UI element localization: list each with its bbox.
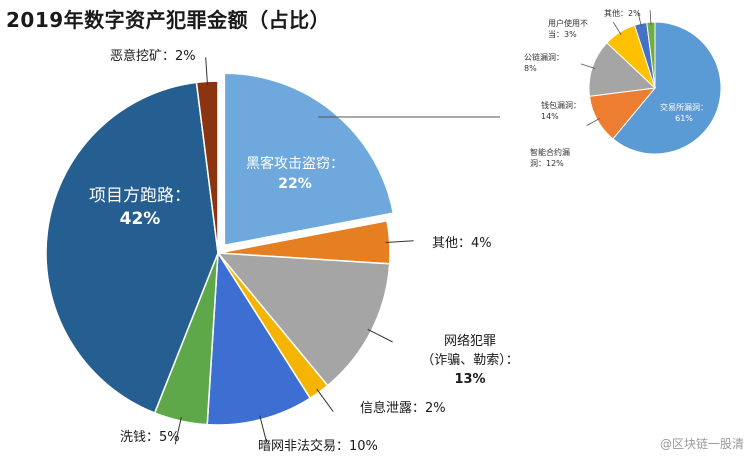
- pie-slice-6: [45, 81, 219, 414]
- inset-label-4: 用户使用不: [548, 18, 588, 28]
- inset-label-5: 其他：2%: [604, 8, 641, 18]
- leader-line-7: [205, 57, 208, 86]
- slice-label-5: 洗钱：5%: [120, 430, 180, 445]
- inset-label-3: 8%: [524, 64, 537, 73]
- slice-value-2: 13%: [454, 372, 485, 387]
- slice-label-2: 网络犯罪: [444, 333, 496, 349]
- inset-leader-1: [586, 118, 600, 126]
- leader-line-2: [367, 328, 393, 343]
- leader-line-3: [316, 388, 334, 412]
- inset-leader-2: [580, 63, 596, 69]
- slice-label-0: 黑客攻击盗窃：: [246, 155, 344, 172]
- slice-label-3: 信息泄露：2%: [360, 400, 446, 416]
- inset-slice-0: [612, 21, 722, 155]
- inset-leader-4: [637, 11, 642, 27]
- inset-label-1: 洞：12%: [530, 158, 564, 168]
- inset-label-2: 钱包漏洞：: [541, 100, 581, 110]
- inset-label-2: 14%: [541, 112, 559, 121]
- inset-label-0: 交易所漏洞：: [660, 102, 708, 112]
- inset-label-1: 智能合约漏: [530, 147, 570, 157]
- slice-label-4: 暗网非法交易：10%: [258, 438, 378, 454]
- leader-line-4: [259, 415, 268, 443]
- chart-title: 2019年数字资产犯罪金额（占比）: [6, 8, 331, 32]
- inset-label-3: 公链漏洞：: [524, 52, 564, 62]
- slice-value-0: 22%: [278, 176, 312, 192]
- inset-label-0: 61%: [675, 114, 693, 123]
- slice-label-2: （诈骗、勒索）：: [421, 353, 519, 368]
- slice-label-6: 项目方跑路：: [89, 186, 191, 206]
- leader-line-1: [385, 240, 414, 243]
- slice-value-6: 42%: [120, 209, 161, 229]
- inset-leader-3: [612, 21, 622, 36]
- leader-line-5: [174, 416, 182, 445]
- slice-label-1: 其他：4%: [432, 236, 492, 251]
- slice-label-7: 恶意挖矿：2%: [110, 48, 196, 64]
- inset-leader-5: [649, 10, 652, 26]
- watermark: @区块链一股清: [659, 437, 744, 451]
- inset-label-4: 当：3%: [548, 29, 577, 39]
- pie-slice-0: [223, 72, 395, 247]
